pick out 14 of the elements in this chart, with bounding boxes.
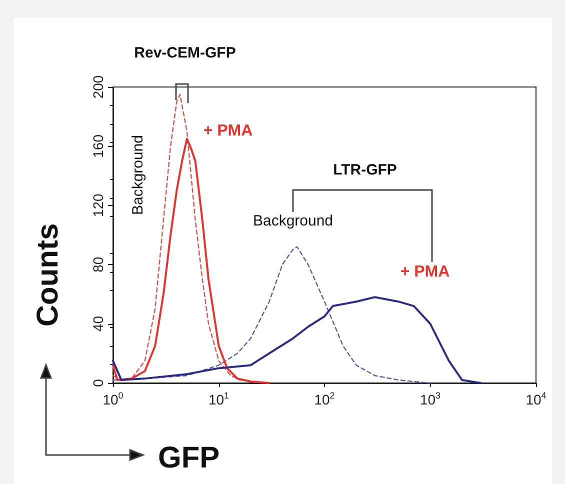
y-tick-label: 0 bbox=[90, 378, 106, 387]
text: Rev-CEM-GFP bbox=[134, 44, 236, 62]
y-tick-label: 200 bbox=[90, 75, 106, 99]
annotation: Background bbox=[252, 212, 334, 230]
annotation: + PMA bbox=[203, 122, 254, 140]
y-tick-label: 120 bbox=[90, 194, 106, 218]
x-axis-title: GFP bbox=[158, 442, 220, 474]
y-tick-label: 160 bbox=[90, 134, 106, 158]
annotation: Background bbox=[130, 134, 146, 216]
y-tick-label: 80 bbox=[90, 256, 106, 272]
y-tick-label: 40 bbox=[90, 316, 106, 332]
annotation: + PMA bbox=[400, 264, 450, 280]
annotation: LTR-GFP bbox=[333, 162, 397, 178]
y-axis-title: Counts bbox=[32, 223, 64, 327]
